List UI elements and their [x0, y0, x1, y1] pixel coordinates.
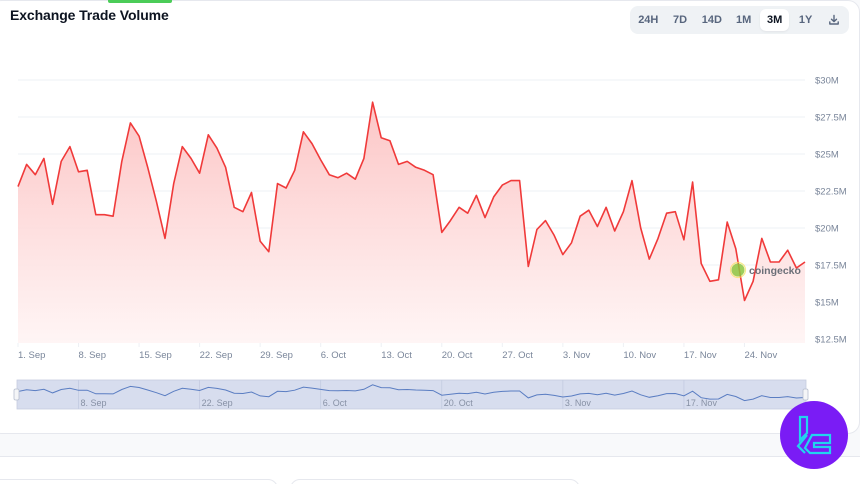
watermark-text: coingecko — [749, 265, 801, 277]
range-selector: 24H 7D 14D 1M 3M 1Y — [630, 6, 849, 34]
navigator-left-handle[interactable] — [13, 388, 20, 401]
x-axis: 1. Sep 8. Sep 15. Sep 22. Sep 29. Sep 6. Oct 1… — [17, 343, 777, 361]
range-14d-button[interactable]: 14D — [701, 14, 722, 26]
x-tick-label: 17. Nov — [684, 350, 717, 361]
x-tick-label: 20. Oct — [442, 350, 473, 361]
x-tick-label: 15. Sep — [139, 350, 172, 361]
x-tick-label: 29. Sep — [260, 350, 293, 361]
y-tick-label: $20M — [815, 224, 839, 235]
lower-card-right — [290, 479, 580, 484]
chart-title: Exchange Trade Volume — [10, 7, 169, 23]
y-tick-label: $27.5M — [815, 113, 847, 124]
coingecko-watermark: coingecko — [729, 261, 801, 279]
navigator-tick-label: 17. Nov — [686, 398, 718, 408]
range-7d-button[interactable]: 7D — [673, 14, 688, 26]
x-tick-label: 1. Sep — [18, 350, 45, 361]
x-tick-label: 6. Oct — [321, 350, 347, 361]
volume-line — [17, 101, 806, 302]
range-24h-button[interactable]: 24H — [638, 14, 659, 26]
y-tick-label: $30M — [815, 76, 839, 87]
x-tick-label: 3. Nov — [563, 350, 591, 361]
navigator-tick-label: 6. Oct — [323, 398, 348, 408]
navigator-tick-label: 8. Sep — [81, 398, 107, 408]
brand-logo-icon — [796, 415, 832, 455]
navigator-tick-label: 3. Nov — [565, 398, 592, 408]
download-icon — [829, 14, 839, 25]
y-axis: $12.5M $15M $17.5M $20M $22.5M $25M $27.5M $30M — [815, 76, 847, 346]
volume-area — [18, 102, 805, 343]
range-1y-button[interactable]: 1Y — [798, 14, 813, 26]
navigator-line — [17, 384, 806, 402]
lower-card-left — [0, 479, 278, 484]
volume-chart[interactable]: $12.5M $15M $17.5M $20M $22.5M $25M $27.5M $30M… — [0, 0, 860, 434]
y-tick-label: $15M — [815, 298, 839, 309]
y-tick-label: $17.5M — [815, 261, 847, 272]
y-tick-label: $12.5M — [815, 335, 847, 346]
y-tick-label: $22.5M — [815, 187, 847, 198]
brand-badge[interactable] — [780, 401, 848, 469]
range-1m-button[interactable]: 1M — [735, 14, 752, 26]
active-tab-indicator — [108, 0, 172, 3]
navigator-right-handle[interactable] — [802, 388, 809, 401]
download-button[interactable] — [822, 9, 846, 31]
x-tick-label: 10. Nov — [623, 350, 656, 361]
coingecko-logo-icon — [731, 263, 745, 277]
y-tick-label: $25M — [815, 150, 839, 161]
x-tick-label: 8. Sep — [79, 350, 106, 361]
navigator-tick-label: 22. Sep — [202, 398, 233, 408]
range-navigator[interactable]: 8. Sep 22. Sep 6. Oct 20. Oct 3. Nov 17. Nov — [13, 379, 809, 410]
navigator-tick-label: 20. Oct — [444, 398, 474, 408]
range-3m-button[interactable]: 3M — [760, 9, 790, 31]
x-tick-label: 24. Nov — [744, 350, 777, 361]
x-tick-label: 13. Oct — [381, 350, 412, 361]
x-tick-label: 22. Sep — [200, 350, 233, 361]
x-tick-label: 27. Oct — [502, 350, 533, 361]
